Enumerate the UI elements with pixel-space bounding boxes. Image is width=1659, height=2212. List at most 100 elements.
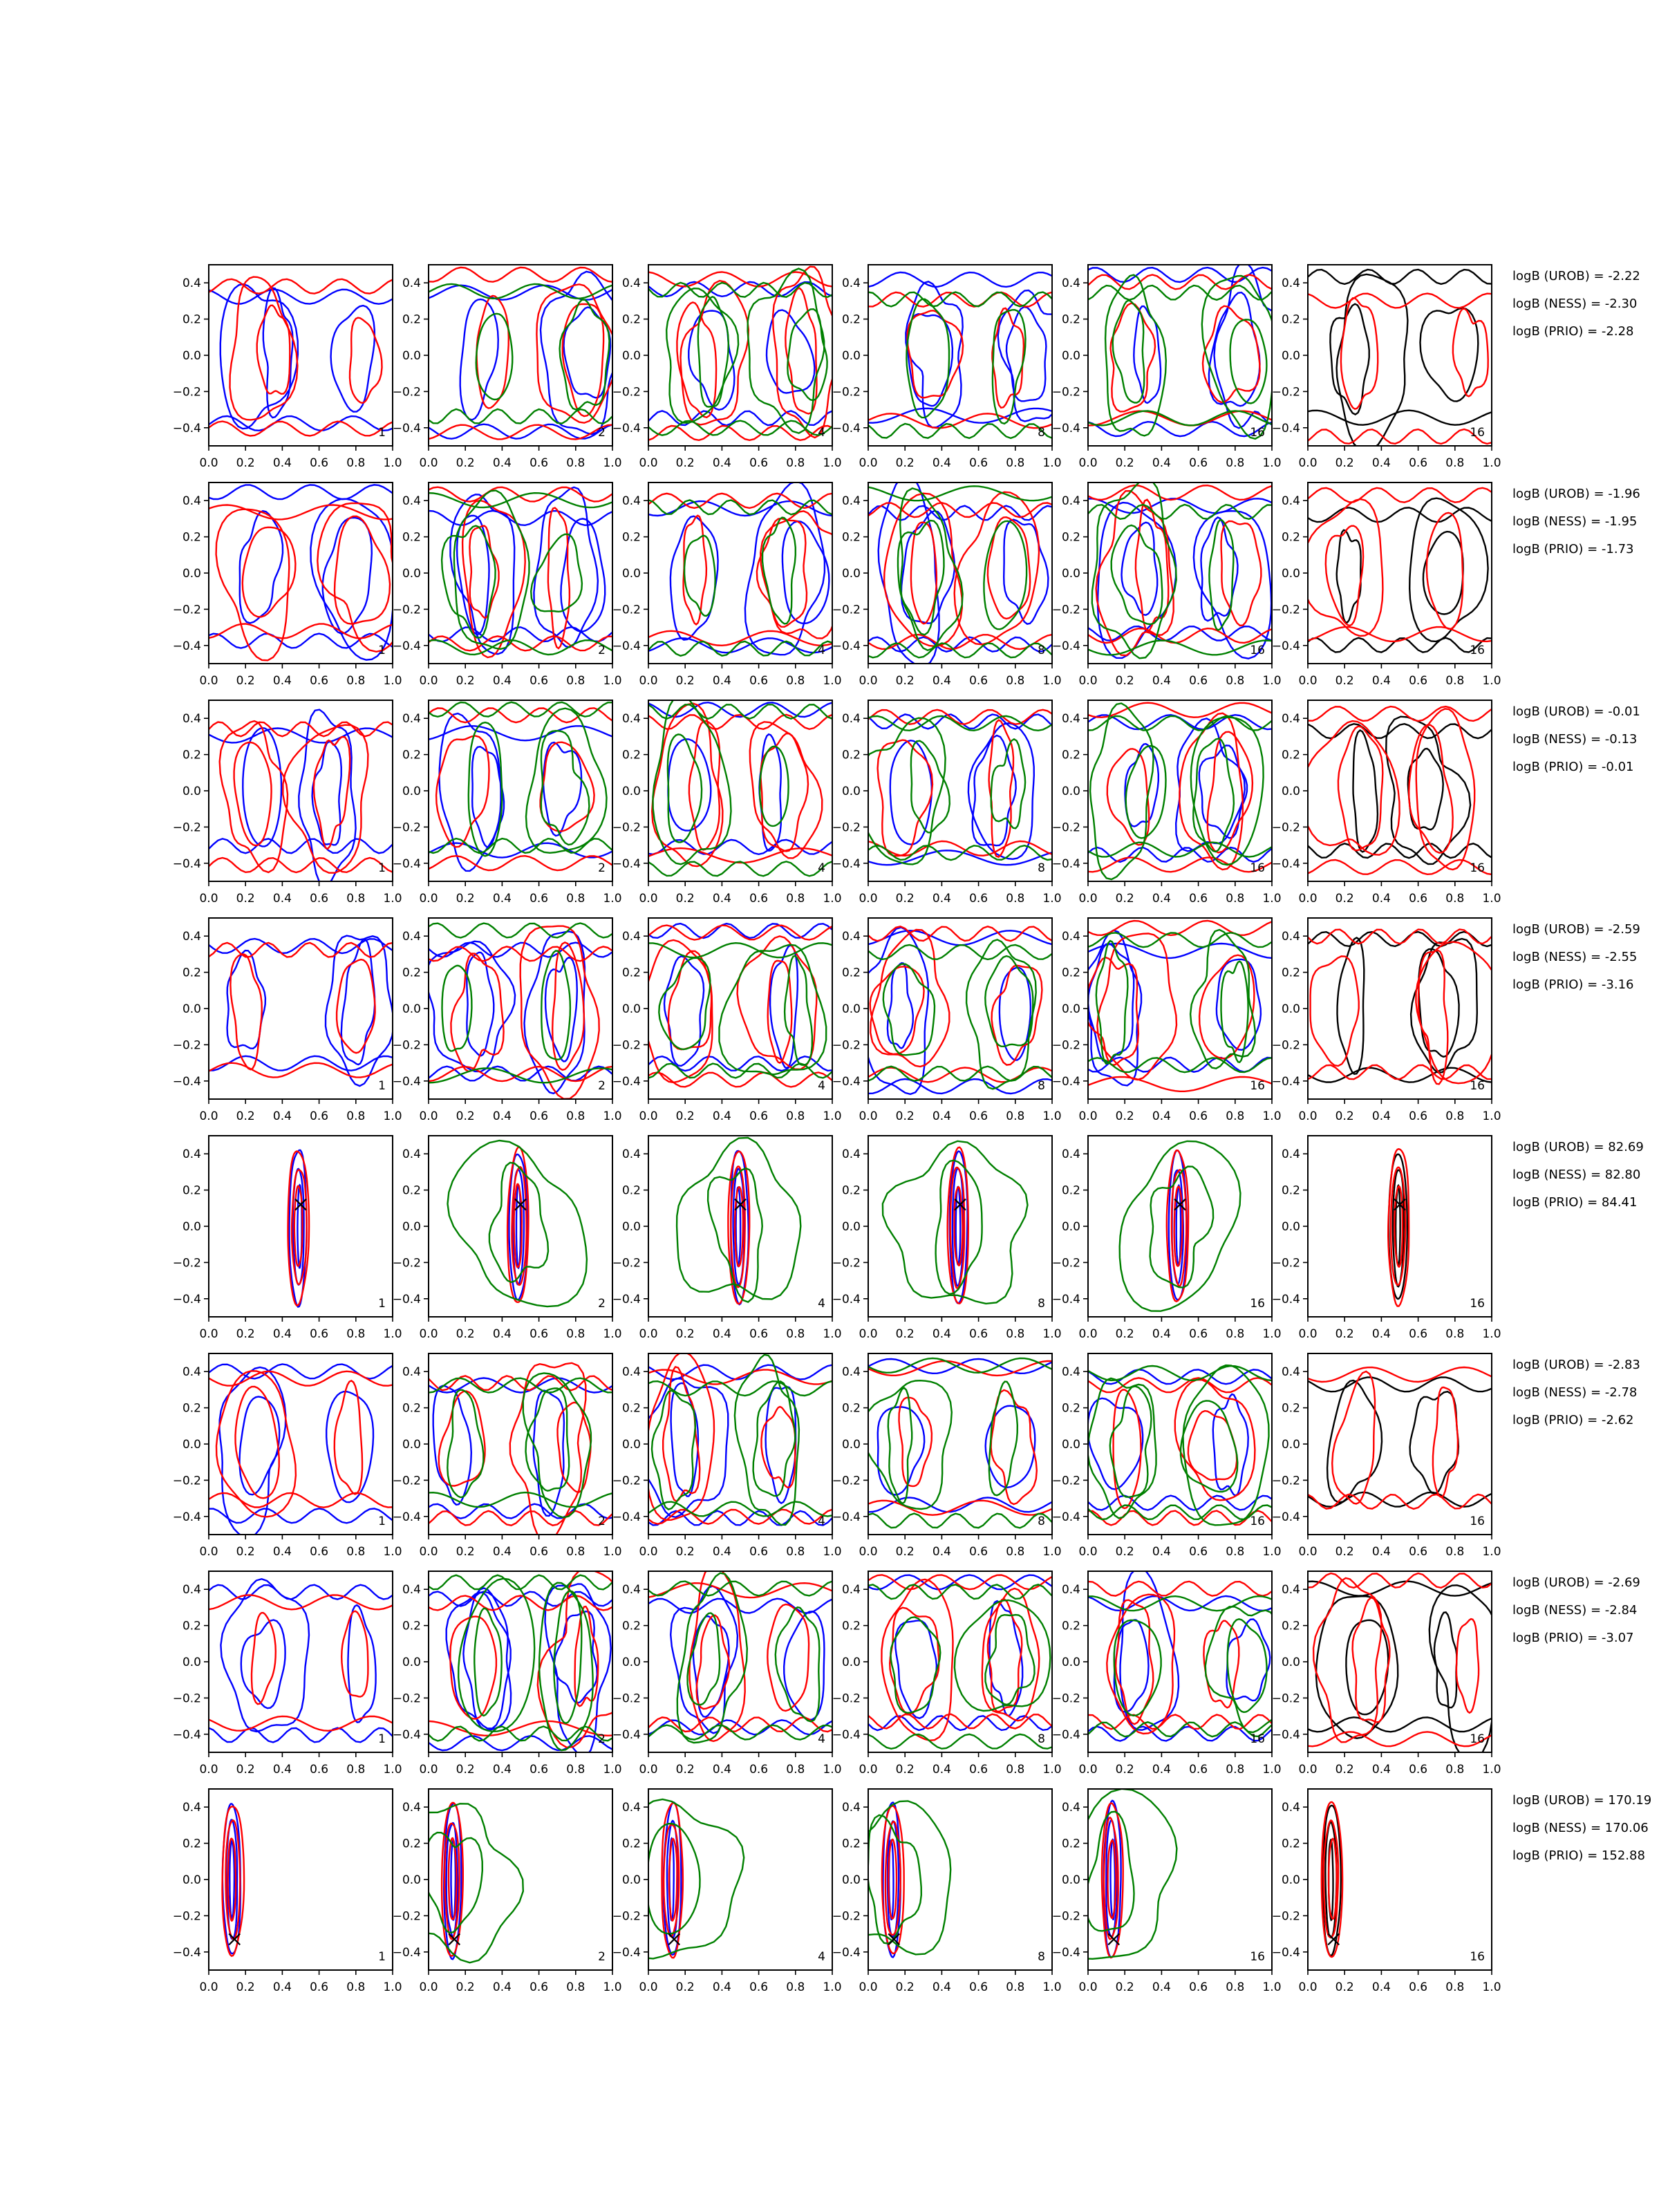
x-tick-label: 0.0	[199, 1980, 218, 1994]
contour-line	[469, 525, 500, 619]
x-tick-label: 0.8	[786, 1327, 805, 1341]
panel-r5-c5: 0.0 0.2 0.4 0.6 0.8 1.0 0.4 0.2 0.0 −0.2 −0.4 16	[1052, 1135, 1282, 1341]
y-tick-label: −0.4	[1052, 857, 1080, 871]
contour-line	[441, 964, 473, 1052]
contour-line	[1308, 1731, 1492, 1747]
x-tick-label: 0.8	[1445, 674, 1464, 688]
x-tick-label: 1.0	[1262, 892, 1281, 906]
panel-label: 16	[1250, 1297, 1265, 1311]
x-tick-label: 0.0	[419, 1763, 438, 1777]
x-tick-label: 0.8	[566, 1109, 585, 1123]
y-tick-label: 0.4	[182, 1583, 201, 1597]
x-tick-label: 0.0	[859, 1327, 877, 1341]
panel-label: 16	[1250, 426, 1265, 440]
contour-lines	[648, 700, 832, 877]
contour-line	[215, 1370, 297, 1518]
contour-line	[1109, 1385, 1152, 1499]
panel-label: 4	[818, 1515, 825, 1528]
y-tick-label: −0.4	[1272, 1728, 1300, 1742]
y-tick-label: −0.4	[1052, 1293, 1080, 1306]
contour-line	[1088, 484, 1272, 501]
x-tick-label: 0.0	[199, 456, 218, 470]
x-tick-label: 0.2	[236, 456, 255, 470]
panel-r7-c4: 0.0 0.2 0.4 0.6 0.8 1.0 0.4 0.2 0.0 −0.2 −0.4 8	[832, 1571, 1062, 1777]
y-tick-label: 0.4	[1282, 1583, 1300, 1597]
true-value-marker	[954, 1198, 966, 1211]
x-tick-label: 0.6	[1409, 892, 1427, 906]
contour-lines	[868, 482, 1052, 664]
x-tick-label: 0.0	[199, 1109, 218, 1123]
contour-line	[697, 295, 730, 408]
contour-line	[429, 701, 612, 718]
x-tick-label: 0.4	[1152, 456, 1171, 470]
y-tick-label: −0.4	[393, 1946, 421, 1960]
x-tick-label: 1.0	[1042, 1327, 1061, 1341]
x-tick-label: 1.0	[1482, 1327, 1501, 1341]
x-tick-label: 0.0	[639, 1763, 657, 1777]
x-tick-label: 1.0	[823, 1763, 841, 1777]
panel-r2-c1: 0.0 0.2 0.4 0.6 0.8 1.0 0.4 0.2 0.0 −0.2 −0.4 1	[173, 482, 402, 688]
contour-line	[877, 1406, 926, 1496]
contour-line	[648, 1062, 832, 1079]
contour-line	[240, 1619, 286, 1709]
x-tick-label: 0.2	[1335, 1327, 1354, 1341]
y-tick-label: −0.4	[612, 422, 641, 435]
contour-line	[1331, 1370, 1376, 1505]
x-tick-label: 0.6	[749, 456, 768, 470]
y-tick-label: 0.2	[1282, 966, 1300, 980]
true-value-marker	[228, 1933, 241, 1946]
logb-annotation: logB (PRIO) = -3.16	[1512, 977, 1634, 992]
y-tick-label: 0.2	[402, 1620, 421, 1633]
x-tick-label: 0.4	[493, 1327, 512, 1341]
x-tick-label: 0.8	[786, 1545, 805, 1559]
contour-line	[218, 720, 289, 874]
y-tick-label: 0.0	[1282, 1220, 1300, 1234]
y-tick-label: 0.2	[182, 749, 201, 762]
x-tick-label: 1.0	[1262, 1327, 1281, 1341]
contour-line	[767, 959, 793, 1064]
contour-line	[1113, 1619, 1162, 1717]
y-tick-label: −0.2	[612, 1909, 641, 1923]
x-tick-label: 1.0	[1042, 674, 1061, 688]
y-tick-label: −0.2	[393, 603, 421, 617]
contour-lines	[1088, 702, 1272, 881]
contour-line	[508, 1153, 529, 1301]
y-tick-label: −0.4	[1052, 1510, 1080, 1524]
contour-line	[311, 740, 342, 846]
y-tick-label: −0.4	[173, 639, 201, 653]
x-tick-label: 1.0	[1482, 674, 1501, 688]
y-tick-label: 0.0	[1282, 785, 1300, 798]
contour-line	[429, 283, 612, 300]
contour-line	[868, 1574, 1052, 1591]
y-tick-label: −0.2	[173, 1256, 201, 1270]
x-tick-label: 1.0	[383, 1980, 402, 1994]
y-tick-label: −0.4	[1052, 639, 1080, 653]
x-tick-label: 0.6	[529, 1327, 548, 1341]
contour-line	[648, 424, 832, 442]
contour-lines	[1308, 268, 1492, 446]
contour-line	[229, 276, 299, 421]
x-tick-label: 0.8	[1445, 1545, 1464, 1559]
x-tick-label: 0.4	[493, 674, 512, 688]
contour-line	[648, 271, 832, 288]
x-tick-label: 0.4	[932, 892, 951, 906]
contour-line	[209, 1370, 393, 1387]
y-tick-label: −0.2	[1272, 821, 1300, 834]
x-tick-label: 0.2	[1116, 456, 1134, 470]
contour-line	[1088, 1365, 1272, 1382]
contour-lines	[1088, 1789, 1178, 1960]
contour-line	[326, 1391, 375, 1503]
panel-label: 8	[1038, 1950, 1045, 1964]
logb-annotation: logB (UROB) = -2.22	[1512, 269, 1640, 283]
contour-line	[453, 489, 530, 650]
y-tick-label: 0.0	[842, 1656, 861, 1669]
contour-line	[1091, 482, 1177, 659]
y-tick-label: 0.2	[182, 966, 201, 980]
contour-line	[1088, 942, 1272, 959]
x-tick-label: 1.0	[383, 674, 402, 688]
contour-line	[209, 504, 393, 521]
y-tick-label: 0.2	[182, 1620, 201, 1633]
contour-line	[461, 499, 526, 659]
y-tick-label: −0.4	[1052, 1946, 1080, 1960]
y-tick-label: 0.2	[182, 313, 201, 327]
